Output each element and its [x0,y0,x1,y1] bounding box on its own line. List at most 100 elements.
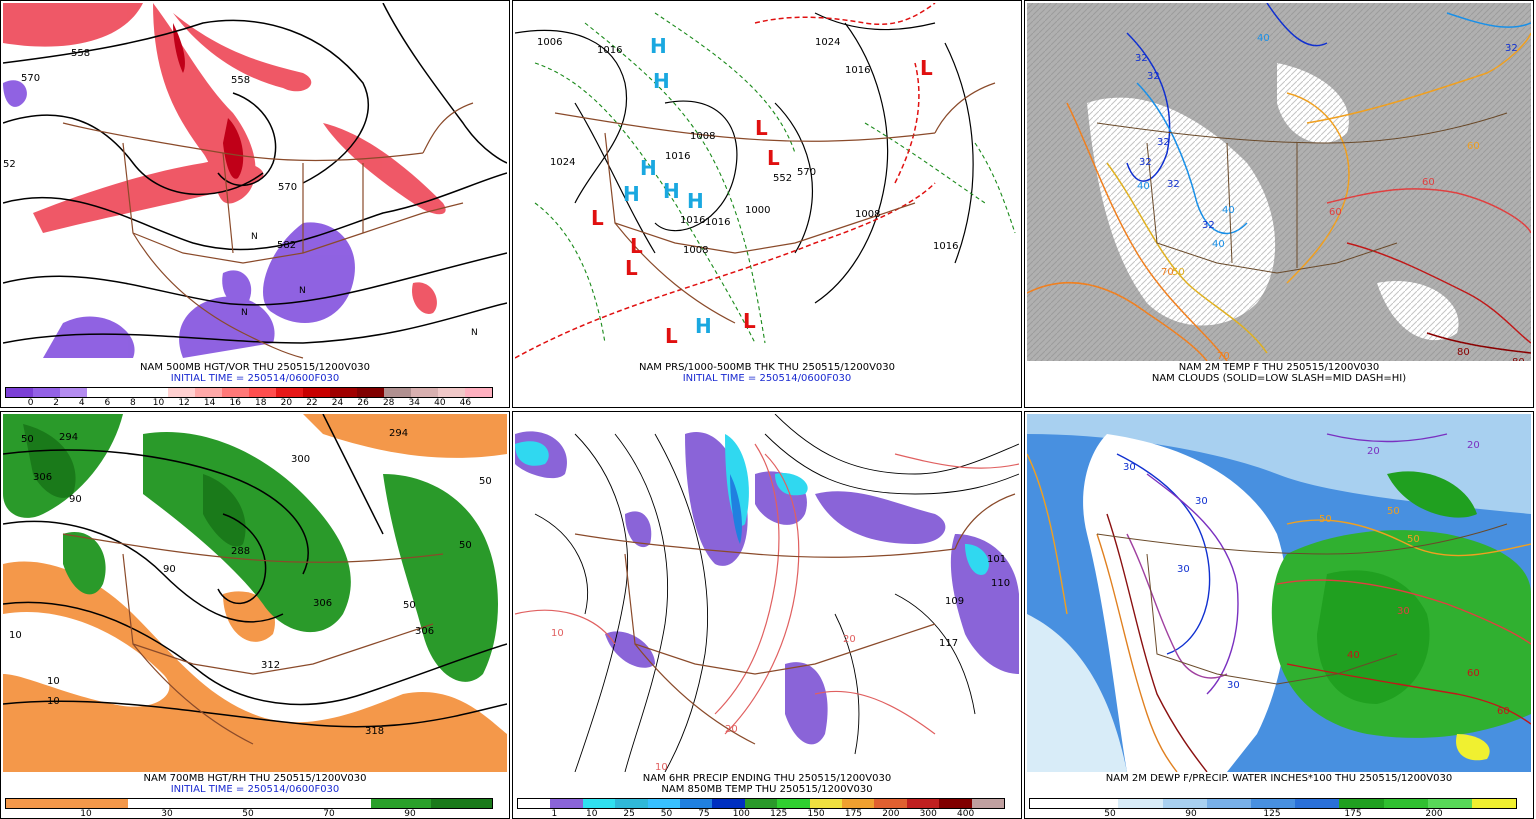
rh-label: 50 [459,540,472,551]
panel-pressure-thickness: 1006 1016 1024 1016 1008 1016 1024 1016 … [512,0,1022,408]
temp-label: 20 [843,634,856,645]
low-pressure-symbol: L [767,146,780,170]
low-pressure-symbol: L [743,309,756,333]
legend-swatch [195,388,222,397]
temp-label: 32 [1135,53,1148,64]
contour-label: 312 [261,660,280,671]
legend-tick-label: 28 [382,398,395,408]
legend-tick-label: 34 [408,398,420,408]
legend-tick-label: 125 [770,809,788,819]
legend-swatch [550,799,583,808]
legend-swatch [188,799,249,808]
color-legend [5,798,493,809]
contour-label: 570 [278,182,297,193]
temp-label: 10 [551,628,564,639]
panel-title: NAM 2M TEMP F THU 250515/1200V030 [1178,362,1380,373]
panel-title: NAM 2M DEWP F/PRECIP. WATER INCHES*100 T… [1105,773,1453,784]
contour-label: 294 [389,428,408,439]
legend-tick-label: 150 [807,809,825,819]
legend-tick-label: 175 [1344,809,1362,819]
dewpoint-label: 30 [1195,496,1208,507]
legend-tick-label: 10 [152,398,165,408]
temp-label: 70 [1161,267,1174,278]
rh-label: 50 [403,600,416,611]
high-pressure-symbol: H [663,179,680,203]
legend-swatch [60,388,87,397]
panel-700mb-rh: 294 306 300 294 288 306 312 306 318 10 1… [0,411,510,819]
legend-swatch [874,799,907,808]
legend-tick-label: 4 [78,398,85,408]
legend-swatch [582,799,616,808]
dewpoint-label: 20 [1467,440,1480,451]
legend-swatch [712,799,745,808]
legend-swatch [168,388,195,397]
legend-swatch [777,799,810,808]
rh-label: 90 [163,564,176,575]
legend-tick-label: 40 [434,398,446,408]
temp-label: 32 [1505,43,1518,54]
legend-swatch [33,388,60,397]
vort-min-symbol: N [299,286,306,296]
high-pressure-symbol: H [623,182,640,206]
high-pressure-symbol: H [695,314,712,338]
legend-swatch [87,388,114,397]
contour-label: 318 [365,726,384,737]
legend-swatch [744,799,778,808]
legend-tick-label: 26 [357,398,369,408]
legend-swatch [1074,799,1119,808]
panel-6hr-precip: 10 10 20 20 101 110 109 117 NAM 6HR PREC… [512,411,1022,819]
temp-label: 60 [1467,141,1480,152]
legend-swatch [842,799,875,808]
panel-title: NAM PRS/1000-500MB THK THU 250515/1200V0… [638,362,896,373]
temp-label: 10 [655,762,668,772]
legend-swatch [303,388,330,397]
contour-label: 306 [313,598,332,609]
contour-label: 1016 [597,45,622,56]
legend-ticks: 0 2 4 6 8 10 12 14 16 18 20 22 24 26 28 34 40 46 [5,398,491,408]
contour-label: 1006 [537,37,562,48]
map-2m-temp-clouds: 32 32 32 32 32 32 40 40 40 50 70 70 60 6… [1027,3,1531,361]
dewpoint-label: 30 [1397,606,1410,617]
legend-tick-label: 400 [957,809,975,819]
legend-swatch [431,799,492,808]
dewpoint-label: 40 [1347,650,1360,661]
legend-swatch [615,799,648,808]
legend-tick-label: 90 [1185,809,1197,819]
precip-label: 117 [939,638,958,649]
vort-min-symbol: N [251,232,258,242]
legend-swatch [384,388,411,397]
legend-tick-label: 10 [586,809,598,819]
legend-swatch [6,799,67,808]
legend-swatch [6,388,33,397]
legend-swatch [330,388,357,397]
legend-tick-label: 12 [178,398,190,408]
contour-label: 1024 [815,37,840,48]
contour-label: 582 [277,240,296,251]
legend-tick-label: 2 [53,398,60,408]
legend-swatch [647,799,681,808]
contour-label: 1016 [680,215,705,226]
legend-swatch [680,799,713,808]
dewpoint-label: 60 [1497,706,1510,717]
temp-label: 32 [1202,220,1215,231]
legend-tick-label: 175 [844,809,863,819]
high-pressure-symbol: H [650,34,667,58]
contour-label: 570 [21,73,40,84]
dewpoint-label: 50 [1407,534,1420,545]
legend-swatch [1206,799,1251,808]
panel-title: NAM 6HR PRECIP ENDING THU 250515/1200V03… [642,773,892,784]
panel-dewpoint-precip-water: 30 30 30 30 20 20 30 40 50 50 50 60 60 N… [1024,411,1534,819]
legend-swatch [438,388,465,397]
panel-title: NAM 700MB HGT/RH THU 250515/1200V030 [143,773,367,784]
temp-label: 80 [1512,357,1525,361]
contour-label: 570 [797,167,816,178]
panel-subtitle: NAM 850MB TEMP THU 250515/1200V030 [661,784,873,795]
rh-label: 10 [47,696,60,707]
low-pressure-symbol: L [665,324,678,348]
panel-500mb-vorticity: 558 570 558 570 582 52 N N N N NAM 500MB… [0,0,510,408]
legend-ticks: 10 30 50 70 90 [5,809,491,819]
legend-swatch [276,388,303,397]
panel-init-time: INITIAL TIME = 250514/0600F030 [170,373,340,384]
legend-tick-label: 125 [1263,809,1281,819]
legend-tick-label: 90 [404,809,416,819]
